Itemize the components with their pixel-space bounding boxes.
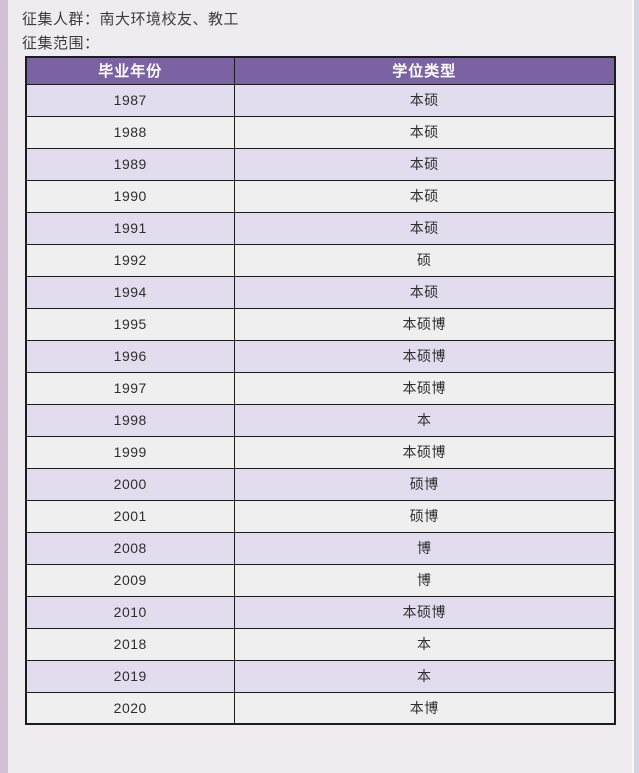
table-row: 2000 硕博 <box>25 467 616 501</box>
degree-type-cell: 博 <box>233 531 616 565</box>
table-row: 2009 博 <box>25 563 616 597</box>
table-row: 1988 本硕 <box>25 115 616 149</box>
table-row: 1992 硕 <box>25 243 616 277</box>
graduation-year-cell: 1994 <box>25 275 235 309</box>
graduation-year-cell: 1998 <box>25 403 235 437</box>
scrollbar-track[interactable] <box>634 0 639 773</box>
table-row: 1987 本硕 <box>25 83 616 117</box>
degree-type-cell: 本硕博 <box>233 371 616 405</box>
degree-type-cell: 本硕博 <box>233 307 616 341</box>
table-row: 1997 本硕博 <box>25 371 616 405</box>
table-row: 1994 本硕 <box>25 275 616 309</box>
degree-type-cell: 硕博 <box>233 467 616 501</box>
degree-type-cell: 硕博 <box>233 499 616 533</box>
graduation-year-cell: 2008 <box>25 531 235 565</box>
page-content: 征集人群：南大环境校友、教工 征集范围： 毕业年份 学位类型 1987 本硕 198… <box>8 0 632 773</box>
table-row: 1999 本硕博 <box>25 435 616 469</box>
collection-scope-text: 征集范围： <box>22 35 100 52</box>
graduation-year-degree-table: 毕业年份 学位类型 1987 本硕 1988 本硕 1989 本硕 1990 本硕 1991 本硕… <box>25 56 616 725</box>
degree-type-cell: 本硕博 <box>233 435 616 469</box>
graduation-year-cell: 2001 <box>25 499 235 533</box>
collection-audience-text: 征集人群：南大环境校友、教工 <box>22 11 240 28</box>
degree-type-cell: 本硕博 <box>233 339 616 373</box>
degree-type-cell: 本硕博 <box>233 595 616 629</box>
table-row: 2019 本 <box>25 659 616 693</box>
table-row: 1996 本硕博 <box>25 339 616 373</box>
table-row: 1990 本硕 <box>25 179 616 213</box>
graduation-year-cell: 1997 <box>25 371 235 405</box>
degree-type-cell: 本硕 <box>233 147 616 181</box>
graduation-year-cell: 1991 <box>25 211 235 245</box>
graduation-year-cell: 1999 <box>25 435 235 469</box>
table-row: 1991 本硕 <box>25 211 616 245</box>
graduation-year-cell: 1996 <box>25 339 235 373</box>
graduation-year-cell: 2020 <box>25 691 235 725</box>
graduation-year-cell: 2010 <box>25 595 235 629</box>
left-edge-strip <box>0 0 8 773</box>
degree-type-cell: 本博 <box>233 691 616 725</box>
table-row: 2018 本 <box>25 627 616 661</box>
degree-type-cell: 本 <box>233 403 616 437</box>
table-row: 2008 博 <box>25 531 616 565</box>
table-row: 1989 本硕 <box>25 147 616 181</box>
table-row: 1998 本 <box>25 403 616 437</box>
graduation-year-cell: 2018 <box>25 627 235 661</box>
degree-type-cell: 本硕 <box>233 211 616 245</box>
graduation-year-cell: 1987 <box>25 83 235 117</box>
graduation-year-cell: 1988 <box>25 115 235 149</box>
graduation-year-cell: 1989 <box>25 147 235 181</box>
degree-type-cell: 博 <box>233 563 616 597</box>
graduation-year-cell: 2000 <box>25 467 235 501</box>
table-row: 2001 硕博 <box>25 499 616 533</box>
degree-type-cell: 本硕 <box>233 179 616 213</box>
right-edge-line <box>632 0 634 773</box>
degree-type-cell: 本硕 <box>233 83 616 117</box>
degree-type-cell: 硕 <box>233 243 616 277</box>
graduation-year-cell: 1995 <box>25 307 235 341</box>
degree-type-cell: 本 <box>233 659 616 693</box>
table-row: 2010 本硕博 <box>25 595 616 629</box>
degree-type-cell: 本 <box>233 627 616 661</box>
degree-type-cell: 本硕 <box>233 115 616 149</box>
graduation-year-cell: 1990 <box>25 179 235 213</box>
graduation-year-cell: 1992 <box>25 243 235 277</box>
column-header-degree-type: 学位类型 <box>233 56 616 85</box>
table-row: 1995 本硕博 <box>25 307 616 341</box>
column-header-graduation-year: 毕业年份 <box>25 56 235 85</box>
degree-type-cell: 本硕 <box>233 275 616 309</box>
graduation-year-cell: 2009 <box>25 563 235 597</box>
graduation-year-cell: 2019 <box>25 659 235 693</box>
table-header-row: 毕业年份 学位类型 <box>25 56 616 85</box>
table-row: 2020 本博 <box>25 691 616 725</box>
